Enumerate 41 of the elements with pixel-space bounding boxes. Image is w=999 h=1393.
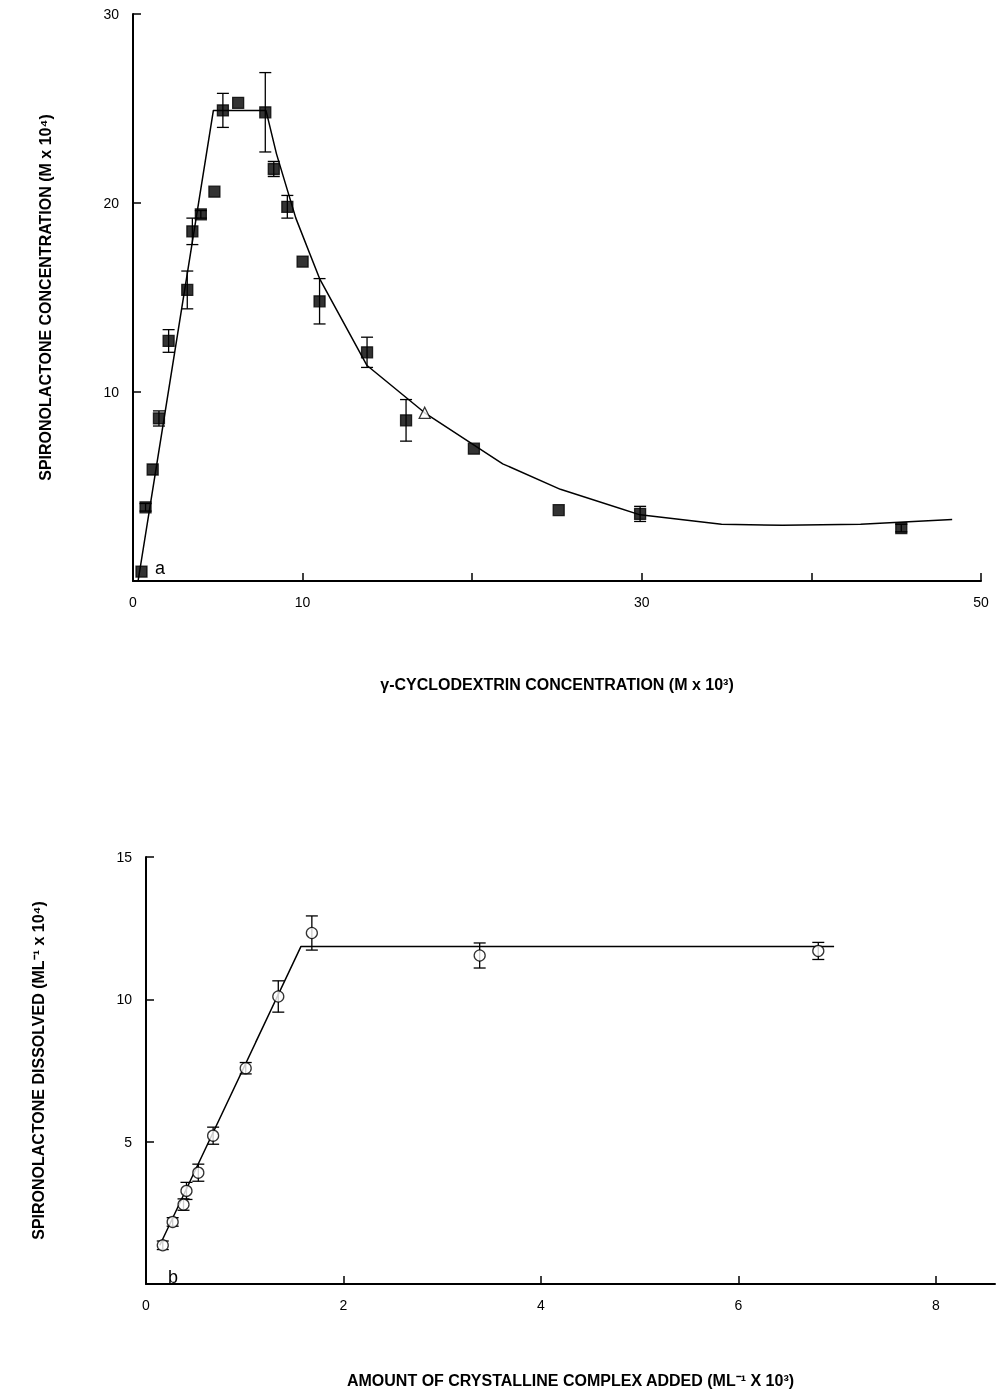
y-tick-label: 15 [116,849,133,865]
y-tick-label: 20 [103,195,120,211]
x-tick-label: 0 [129,594,138,610]
point [296,255,309,268]
point [272,990,285,1003]
x-tick-label: 4 [536,1297,545,1313]
point [186,225,199,238]
y-tick-label: 10 [103,384,120,400]
point [135,565,148,578]
point [360,346,374,359]
x-tick-label: 2 [339,1297,348,1313]
annotation: b [168,1267,179,1287]
x-axis-title: γ-CYCLODEXTRIN CONCENTRATION (M x 10³) [380,675,734,693]
point [552,503,565,517]
annotation: a [155,558,166,578]
x-tick-label: 10 [294,594,311,610]
point [418,406,431,419]
y-axis-title: SPIRONOLACTONE DISSOLVED (ML⁻¹ x 10⁴) [29,901,47,1240]
point [216,104,230,117]
point [232,96,245,109]
y-axis-title: SPIRONOLACTONE CONCENTRATION (M x 10⁴) [36,114,54,481]
point [181,283,194,297]
y-tick-label: 30 [103,6,120,22]
point [208,185,221,198]
y-tick-label: 5 [124,1133,133,1150]
x-tick-label: 0 [142,1297,151,1313]
point [313,295,326,308]
point [162,334,175,348]
y-tick-label: 10 [116,991,133,1008]
x-tick-label: 6 [734,1297,743,1313]
x-tick-label: 30 [634,594,650,610]
point [399,414,413,427]
point [305,926,318,940]
x-tick-label: 8 [931,1297,940,1313]
point [467,442,481,455]
x-tick-label: 50 [973,594,989,610]
point [473,949,486,962]
x-axis-title: AMOUNT OF CRYSTALLINE COMPLEX ADDED (ML⁻¹ X 10³) [346,1371,795,1389]
point [146,463,159,476]
point [281,200,294,213]
point [259,106,272,119]
